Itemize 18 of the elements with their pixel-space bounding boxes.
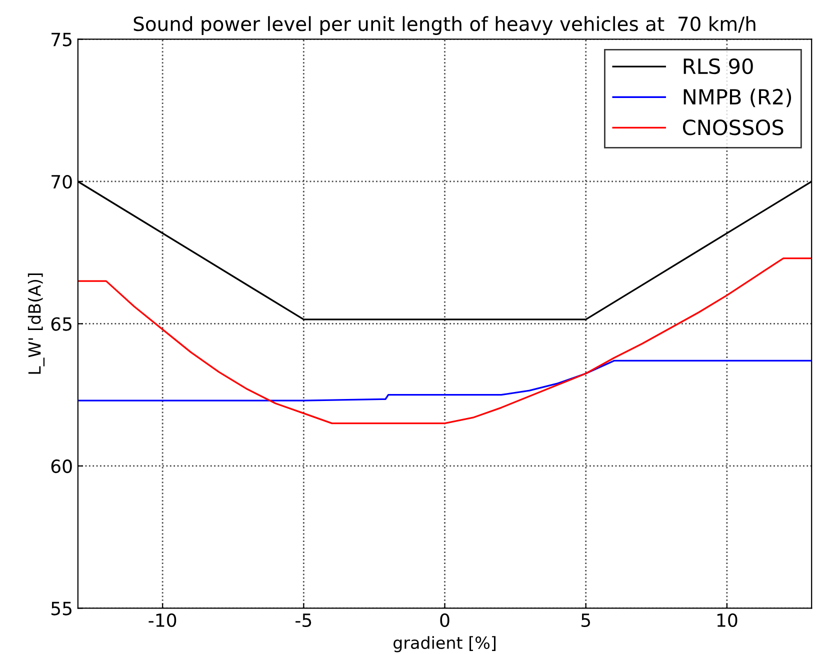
x-tick-label: -5 <box>296 614 312 628</box>
x-tick-label: -10 <box>148 613 176 628</box>
x-tick-label: 5 <box>582 614 590 628</box>
x-tick-label: 10 <box>717 613 738 628</box>
y-tick-label: 55 <box>51 602 72 616</box>
legend-label: CNOSSOS <box>682 120 784 136</box>
x-tick-label: 0 <box>440 613 450 628</box>
legend-label: RLS 90 <box>684 58 753 74</box>
x-axis-title: gradient [%] <box>394 636 496 652</box>
y-tick-label: 70 <box>52 174 72 189</box>
legend-label: NMPB (R2) <box>684 88 792 108</box>
line-series <box>78 360 812 402</box>
y-axis-title: L_W' [dB(A)] <box>28 273 45 374</box>
y-tick-label: 75 <box>52 32 72 46</box>
y-tick-label: 60 <box>51 459 72 474</box>
line-series <box>78 257 812 424</box>
chart-title: Sound power level per unit length of heavy vehicles at 70 km/h <box>134 16 756 35</box>
y-tick-label: 65 <box>51 317 72 331</box>
